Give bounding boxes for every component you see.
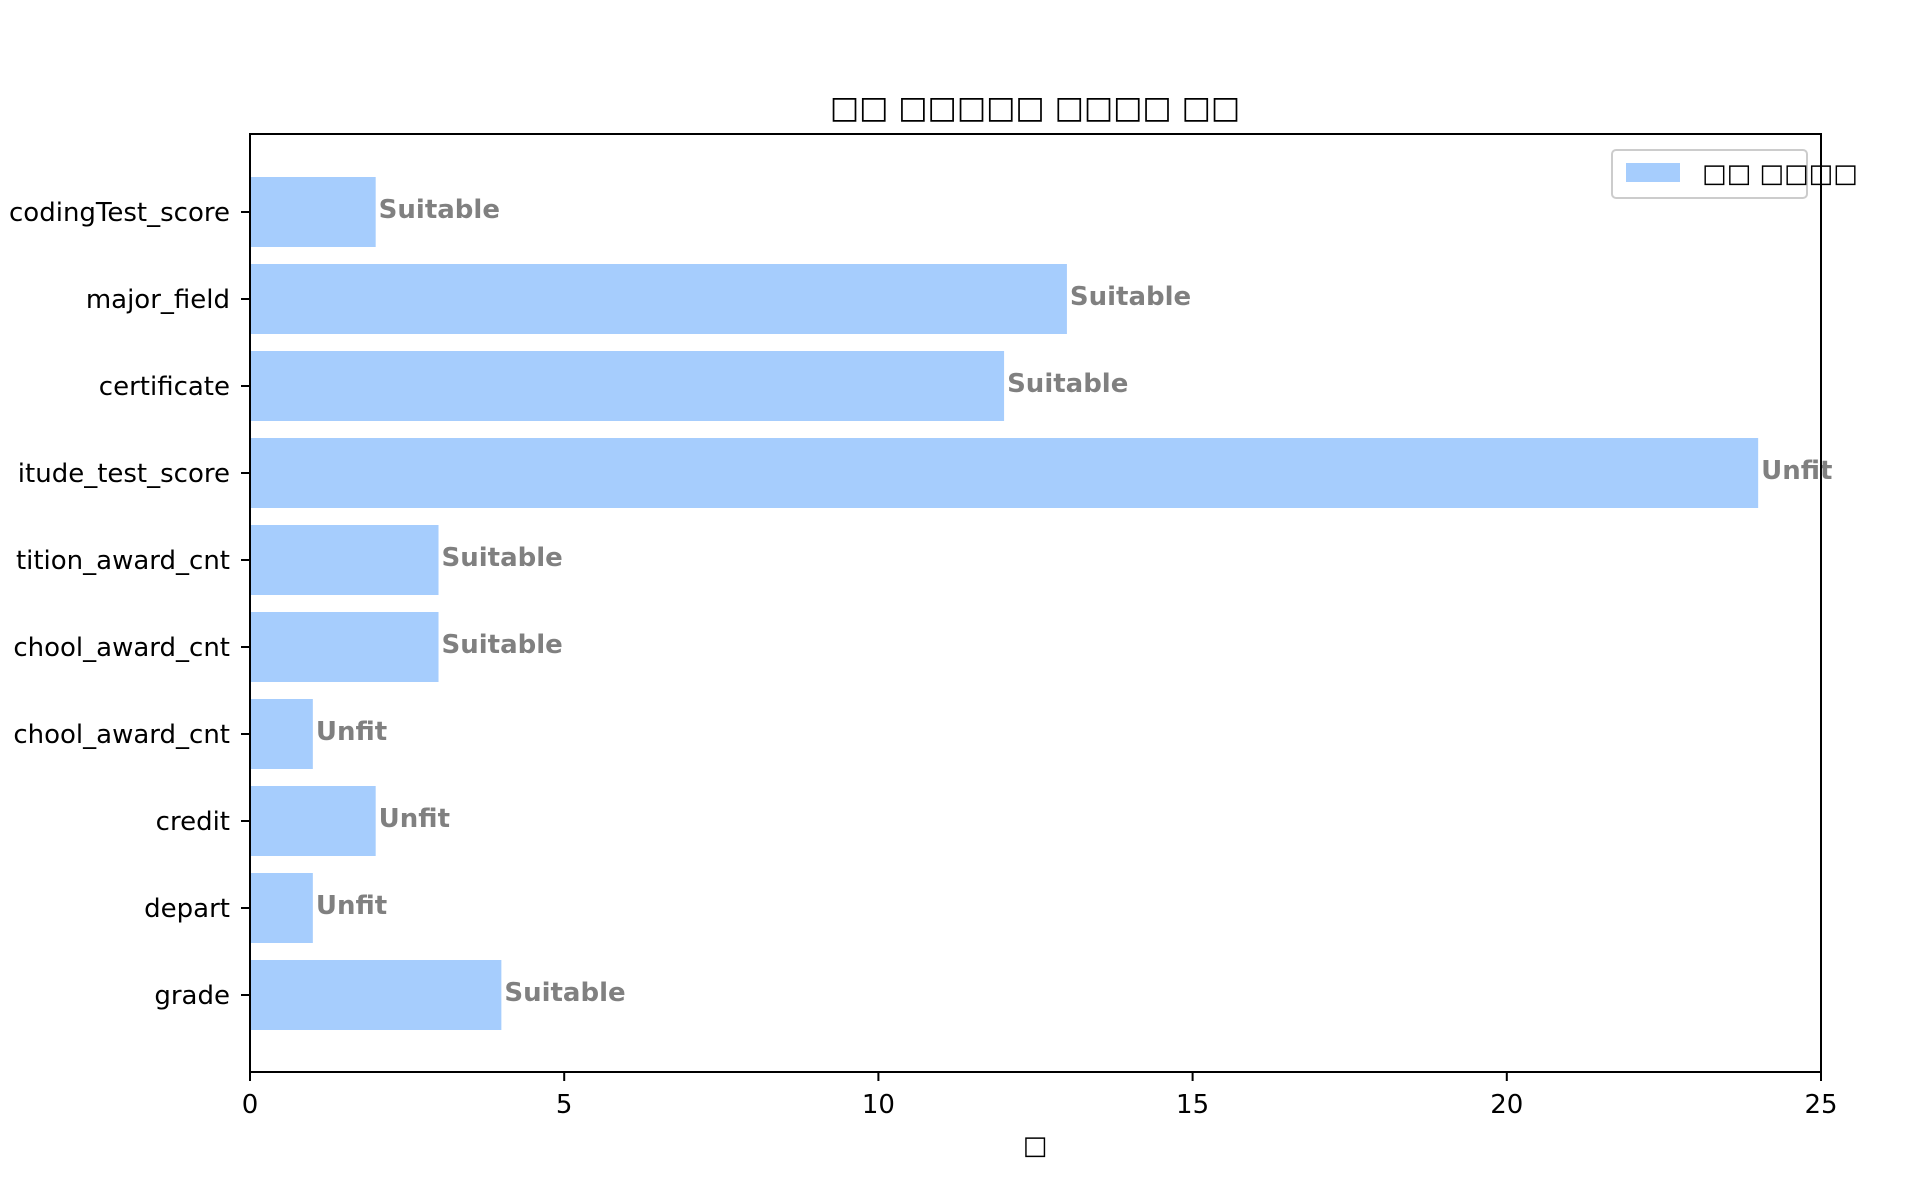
bar [250, 525, 439, 595]
bar-annotation: Unfit [316, 891, 387, 921]
bar-annotation: Suitable [504, 978, 625, 1008]
plot-frame [249, 133, 1822, 1073]
legend-label: □□ □□□□ [1702, 159, 1858, 189]
legend-frame [1611, 149, 1808, 199]
bar [250, 960, 502, 1030]
x-tick-label: 5 [556, 1090, 573, 1120]
x-axis-label: □ [1023, 1131, 1048, 1161]
legend: □□ □□□□ [1611, 149, 1858, 199]
y-tick-label: codingTest_score [9, 198, 230, 228]
bar [250, 177, 376, 247]
x-tick-label: 25 [1804, 1090, 1837, 1120]
bar [250, 873, 313, 943]
x-tick-label: 20 [1490, 1090, 1523, 1120]
chart-title: □□ □□□□□ □□□□ □□ [830, 90, 1240, 126]
y-tick-label: tition_award_cnt [16, 546, 230, 576]
y-tick-label: credit [156, 807, 230, 837]
y-tick-label: major_field [86, 285, 230, 315]
bar [250, 699, 313, 769]
bar-annotation: Suitable [442, 630, 563, 660]
x-axis: 0 5 10 15 20 25 [242, 1072, 1838, 1120]
y-tick-label: certificate [99, 372, 230, 402]
bar [250, 438, 1759, 508]
bar [250, 612, 439, 682]
x-tick-label: 10 [862, 1090, 895, 1120]
bar-annotation: Unfit [316, 717, 387, 747]
bar [250, 786, 376, 856]
bar-annotation: Unfit [379, 804, 450, 834]
bars-layer [250, 177, 1759, 1030]
bar-annotation: Suitable [1070, 282, 1191, 312]
bar-annotation: Suitable [379, 195, 500, 225]
x-tick-label: 15 [1176, 1090, 1209, 1120]
bar-annotation: Suitable [1007, 369, 1128, 399]
bar [250, 351, 1005, 421]
bar [250, 264, 1067, 334]
y-axis: grade depart credit chool_award_cnt chool_aw… [9, 198, 250, 1011]
x-tick-label: 0 [242, 1090, 259, 1120]
legend-swatch [1626, 163, 1680, 182]
y-tick-label: chool_award_cnt [13, 633, 230, 663]
data-labels-layer: SuitableUnfitUnfitUnfitSuitableSuitableU… [316, 195, 1833, 1008]
y-tick-label: itude_test_score [18, 459, 230, 489]
y-tick-label: chool_award_cnt [13, 720, 230, 750]
y-tick-label: grade [154, 981, 230, 1011]
bar-annotation: Suitable [442, 543, 563, 573]
y-tick-label: depart [144, 894, 230, 924]
